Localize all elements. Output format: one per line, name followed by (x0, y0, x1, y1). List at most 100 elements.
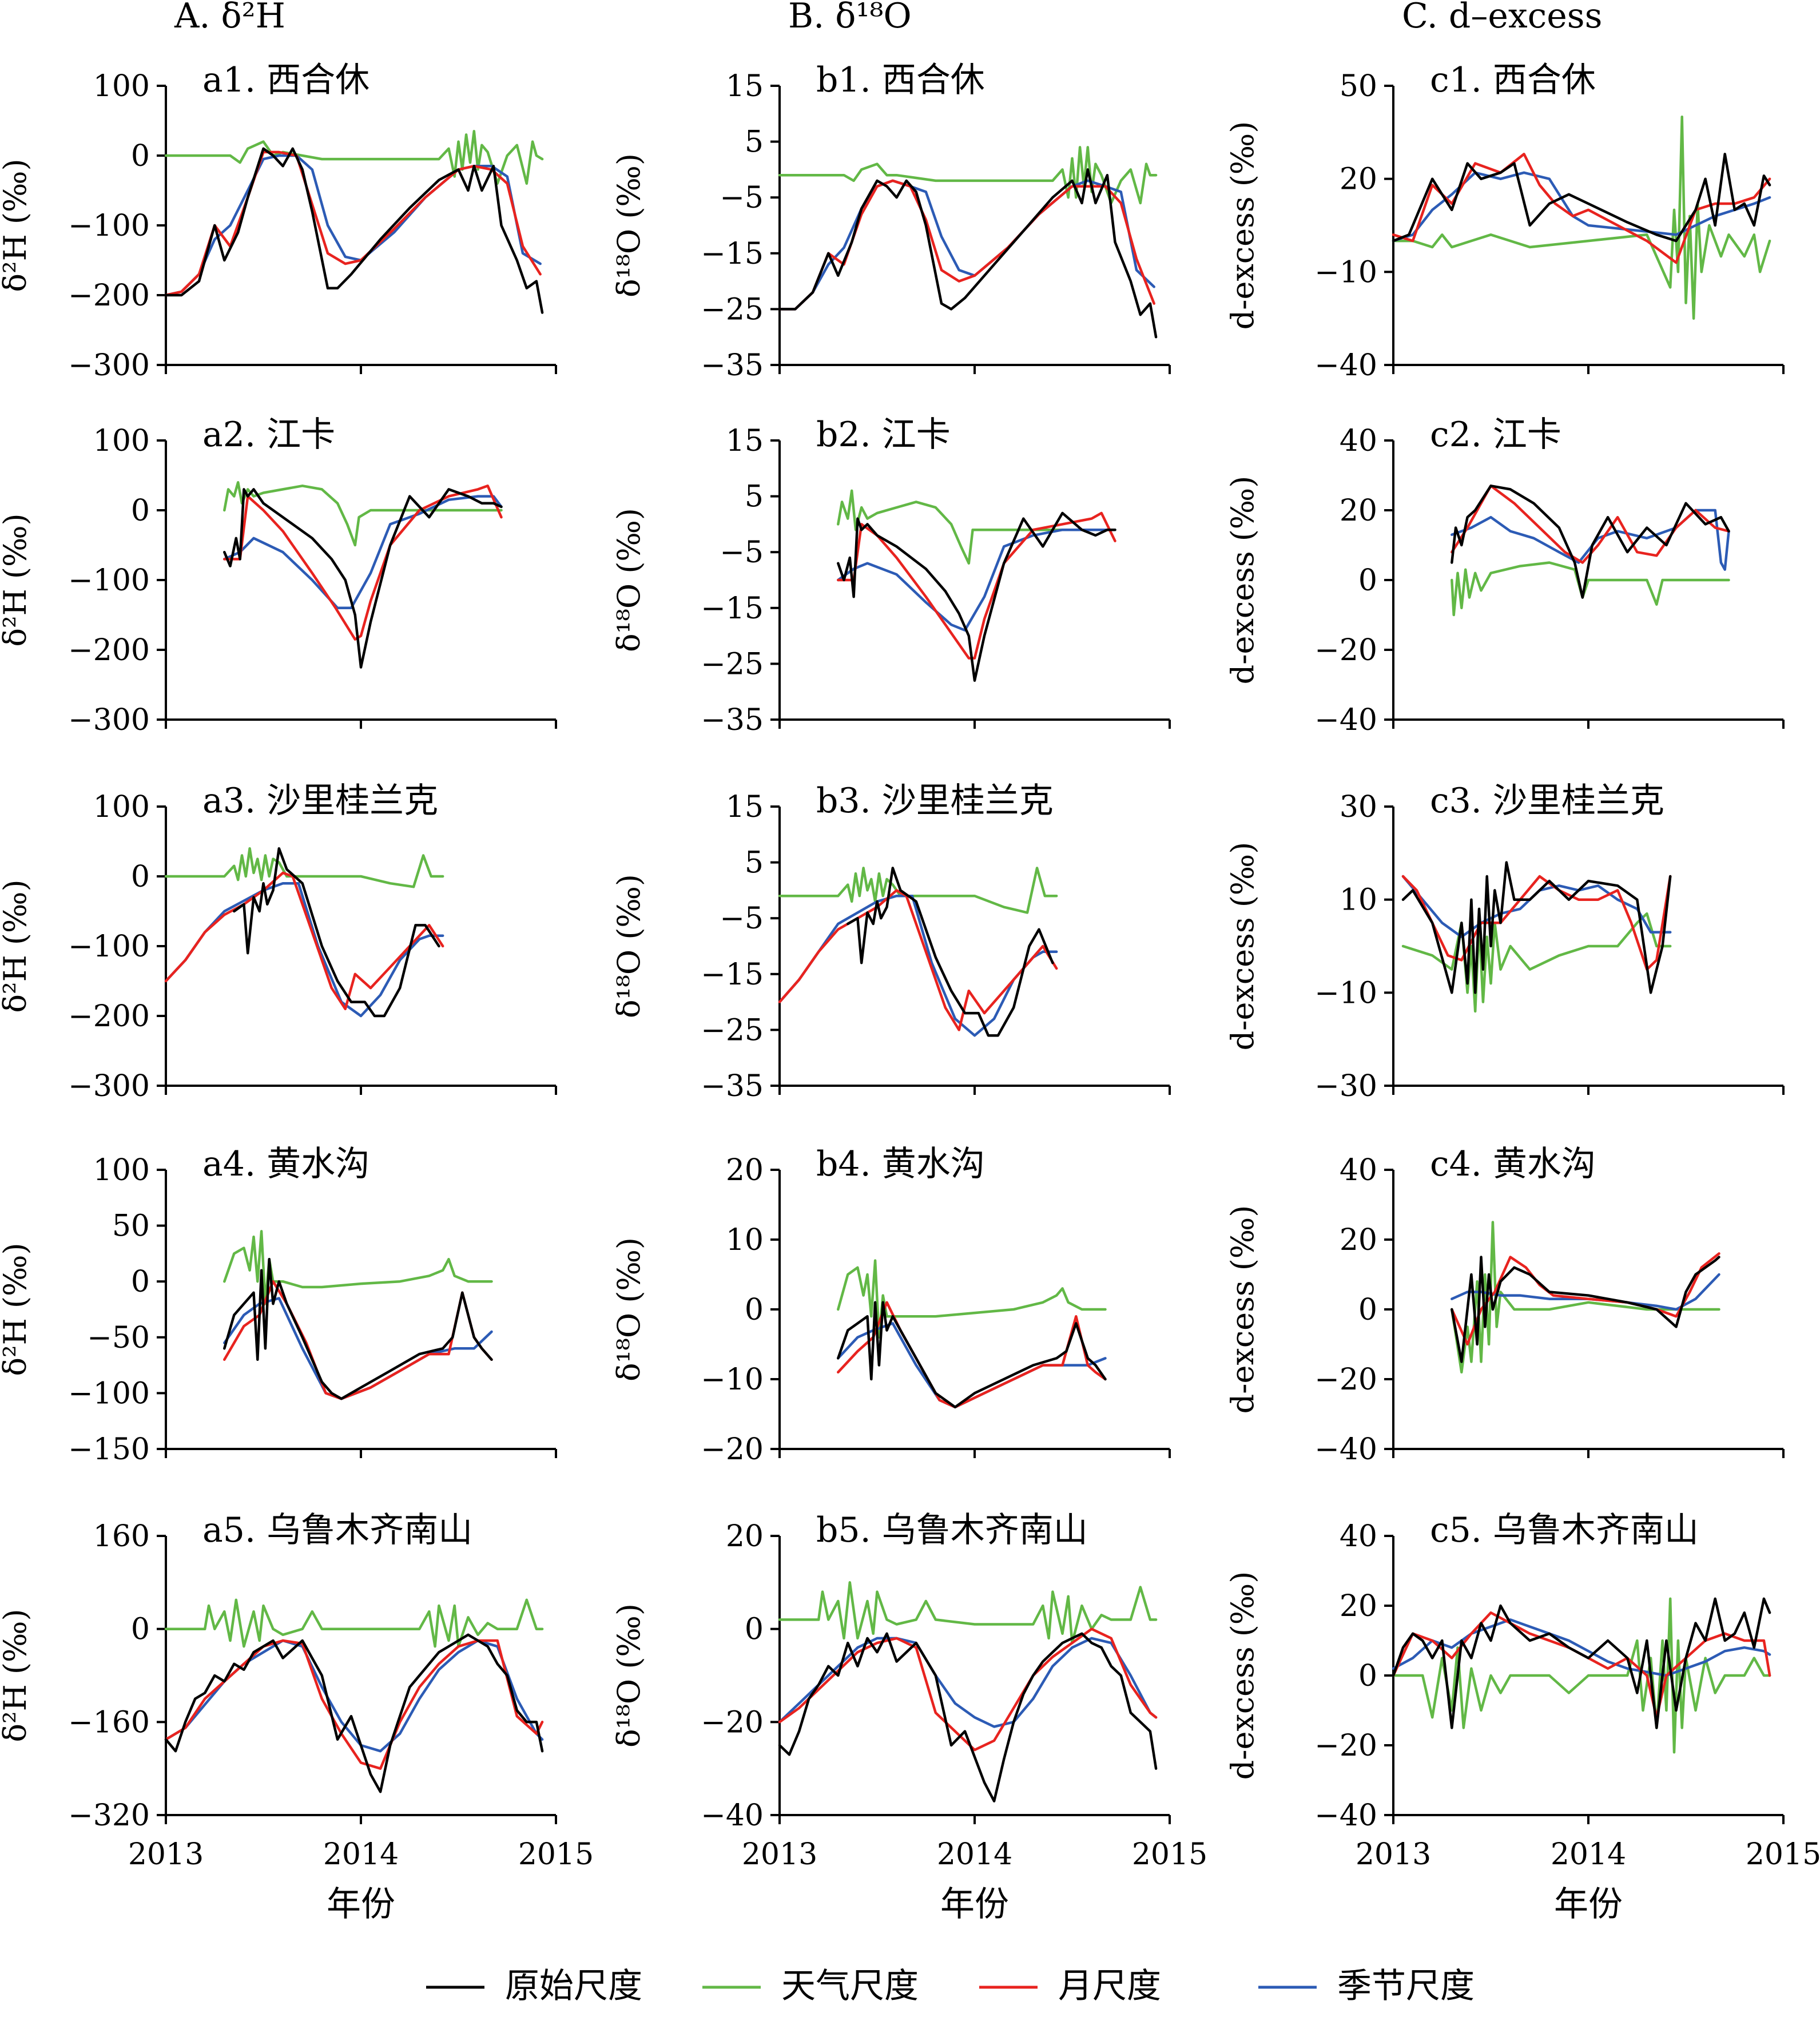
series-line-b4-天气尺度 (837, 1259, 1107, 1339)
y-axis-label: δ¹⁸O (‰) (611, 874, 647, 1018)
y-tick-label: 0 (1358, 1659, 1377, 1693)
y-tick-label: 5 (745, 125, 764, 160)
y-tick-label: −10 (1314, 976, 1377, 1010)
series-line-a5-天气尺度 (164, 1598, 544, 1648)
y-tick-label: −150 (68, 1432, 150, 1467)
y-tick-label: 20 (726, 1153, 764, 1188)
y-tick-label: −320 (68, 1798, 150, 1833)
panel-a2: 100 0 −100 −200 −300 a2. 江卡 δ²H (‰) (0, 415, 557, 737)
series-line-c1-季节尺度 (1392, 171, 1771, 243)
panel-title: a2. 江卡 (202, 415, 335, 455)
series-line-c1-天气尺度 (1392, 115, 1771, 320)
series-line-a5-季节尺度 (164, 1639, 544, 1753)
series-line-c3-月尺度 (1401, 875, 1672, 971)
panel-c1: 50 20 −10 −40 c1. 西合休 d-excess (‰) (1225, 60, 1785, 383)
series-line-a3-原始尺度 (233, 847, 440, 1018)
y-tick-label: 0 (745, 1613, 764, 1647)
y-axis-label: d-excess (‰) (1225, 1571, 1261, 1780)
y-tick-label: 100 (93, 424, 150, 458)
y-tick-label: 40 (1340, 1153, 1377, 1188)
y-tick-label: 0 (131, 1613, 150, 1647)
series-line-c2-天气尺度 (1451, 561, 1730, 617)
legend-label: 季节尺度 (1337, 1966, 1475, 2006)
panel-a4: 100 50 0 −50 −100 −150 a4. 黄水沟 δ²H (‰) (0, 1144, 557, 1467)
y-tick-label: 50 (1340, 69, 1377, 104)
x-tick-label: 2015 (1132, 1837, 1207, 1872)
legend-label: 天气尺度 (781, 1966, 919, 2006)
panel-a5: 160 0 −160 −320 2013 2014 2015 a5. 乌鲁木齐南山 δ²H (‰… (0, 1510, 594, 1924)
y-axis-label: δ¹⁸O (‰) (611, 153, 647, 297)
y-tick-label: −100 (68, 209, 150, 243)
series-line-a5-原始尺度 (164, 1633, 544, 1793)
panel-title: a5. 乌鲁木齐南山 (202, 1510, 472, 1550)
y-tick-label: −200 (68, 279, 150, 313)
series-line-b3-月尺度 (778, 889, 1058, 1031)
y-tick-label: 20 (726, 1519, 764, 1554)
panel-title: a1. 西合休 (202, 60, 369, 100)
series-line-a2-天气尺度 (223, 481, 503, 547)
y-axis-label: δ¹⁸O (‰) (611, 1603, 647, 1748)
y-tick-label: −5 (720, 535, 764, 570)
y-tick-label: 15 (726, 424, 764, 458)
panel-b5: 20 0 −20 −40 2013 2014 2015 b5. 乌鲁木齐南山 δ¹⁸O (‰) 年… (611, 1510, 1207, 1924)
series-line-b5-原始尺度 (778, 1632, 1158, 1802)
y-tick-label: −200 (68, 999, 150, 1034)
series-line-a3-天气尺度 (164, 847, 444, 888)
y-tick-label: −40 (1314, 703, 1377, 737)
x-tick-label: 2014 (323, 1837, 399, 1872)
panel-title: b4. 黄水沟 (816, 1144, 985, 1184)
x-tick-label: 2013 (1356, 1837, 1431, 1872)
series-line-c2-原始尺度 (1451, 485, 1730, 599)
y-tick-label: 0 (131, 1265, 150, 1299)
y-tick-label: −300 (68, 703, 150, 737)
series-line-a2-原始尺度 (223, 488, 503, 669)
y-tick-label: −35 (701, 703, 764, 737)
y-tick-label: 0 (745, 1293, 764, 1327)
series-line-b3-天气尺度 (778, 867, 1058, 914)
y-tick-label: −25 (701, 1013, 764, 1047)
x-tick-label: 2014 (1551, 1837, 1626, 1872)
y-tick-label: 5 (745, 846, 764, 880)
y-tick-label: −100 (68, 1376, 150, 1411)
panel-title: a3. 沙里桂兰克 (202, 781, 438, 821)
x-axis-label: 年份 (940, 1884, 1009, 1924)
y-tick-label: 15 (726, 69, 764, 104)
series-line-c5-原始尺度 (1392, 1597, 1771, 1729)
y-tick-label: 20 (1340, 494, 1377, 528)
y-tick-label: 20 (1340, 162, 1377, 197)
y-tick-label: −40 (1314, 1798, 1377, 1833)
y-axis-label: δ²H (‰) (0, 158, 33, 292)
y-tick-label: −15 (701, 958, 764, 992)
panel-b1: 15 5 −5 −15 −25 −35 b1. 西合休 δ¹⁸O (‰) (611, 60, 1171, 383)
series-line-a2-月尺度 (223, 485, 503, 641)
y-tick-label: 0 (131, 494, 150, 528)
series-line-b1-季节尺度 (778, 179, 1155, 311)
y-tick-label: 10 (726, 1223, 764, 1257)
y-tick-label: −5 (720, 181, 764, 215)
y-tick-label: −10 (1314, 255, 1377, 289)
panel-title: c3. 沙里桂兰克 (1430, 781, 1664, 821)
y-tick-label: −100 (68, 563, 150, 598)
y-tick-label: −300 (68, 348, 150, 383)
series-line-c4-原始尺度 (1451, 1256, 1720, 1363)
y-tick-label: −35 (701, 1069, 764, 1103)
y-tick-label: −20 (1314, 633, 1377, 668)
legend: 原始尺度 天气尺度 月尺度 季节尺度 (426, 1966, 1475, 2006)
y-tick-label: 100 (93, 790, 150, 824)
series-line-b2-季节尺度 (837, 528, 1116, 632)
panel-c5: 40 20 0 −20 −40 2013 2014 2015 c5. 乌鲁木齐南山 d-exces… (1225, 1510, 1820, 1924)
y-tick-label: −10 (701, 1363, 764, 1397)
y-tick-label: −20 (701, 1705, 764, 1740)
y-tick-label: 10 (1340, 883, 1377, 918)
series-line-a4-天气尺度 (223, 1230, 493, 1305)
y-tick-label: −20 (1314, 1363, 1377, 1397)
panel-title: c4. 黄水沟 (1430, 1144, 1596, 1184)
series-line-b3-季节尺度 (778, 894, 1058, 1037)
y-axis-label: δ¹⁸O (‰) (611, 508, 647, 652)
y-tick-label: −25 (701, 647, 764, 681)
y-tick-label: 40 (1340, 424, 1377, 458)
series-line-c3-季节尺度 (1401, 875, 1672, 938)
series-line-c3-原始尺度 (1401, 861, 1672, 994)
y-tick-label: −5 (720, 902, 764, 936)
